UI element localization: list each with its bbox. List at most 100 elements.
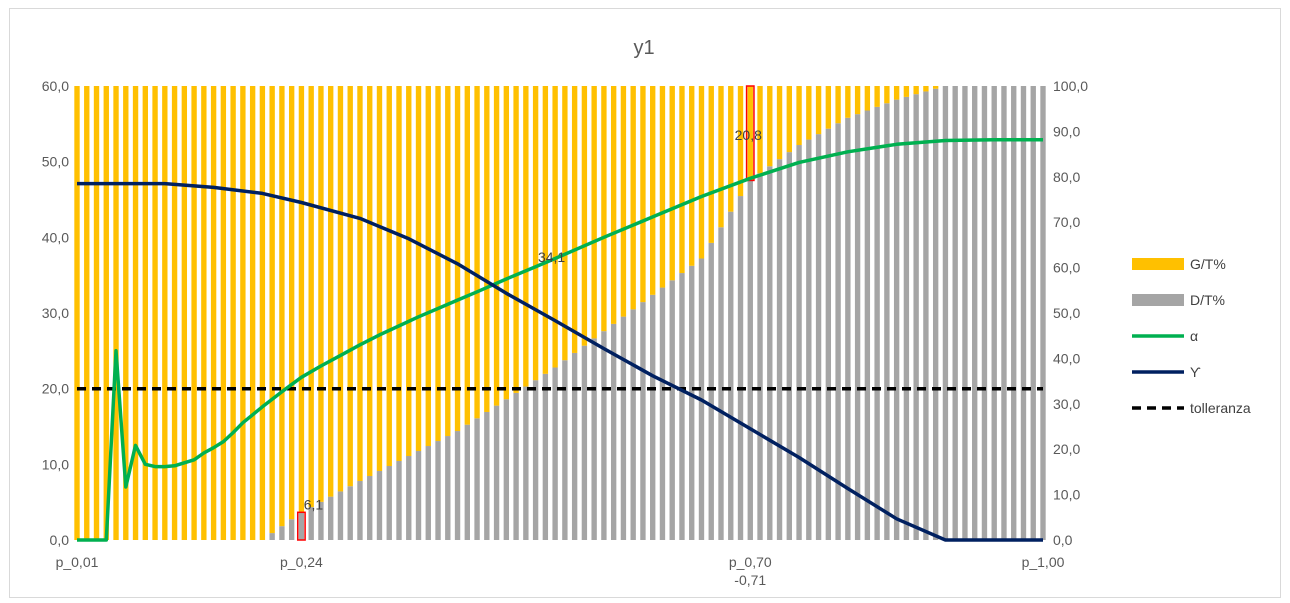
bar-g (835, 86, 841, 124)
right-tick-label: 20,0 (1053, 441, 1080, 457)
bar-d (913, 94, 919, 540)
bar-g (503, 86, 510, 400)
bar-g (728, 86, 734, 212)
right-tick-label: 40,0 (1053, 350, 1080, 366)
bar-g (220, 86, 227, 540)
bar-d (825, 128, 832, 540)
bar-d (1020, 86, 1027, 540)
bar-g (786, 86, 792, 153)
bar-d (298, 512, 305, 540)
bar-d (806, 139, 812, 540)
bar-d (532, 380, 539, 540)
right-tick-label: 30,0 (1053, 396, 1080, 412)
bar-g (864, 86, 871, 111)
bar-g (181, 86, 188, 540)
bar-g (650, 86, 656, 295)
bar-d (747, 180, 753, 540)
bar-d (640, 302, 646, 540)
bar-d (932, 88, 939, 540)
bar-g (132, 86, 139, 540)
bar-d (854, 114, 861, 540)
right-tick-label: 100,0 (1053, 78, 1088, 94)
bar-g (923, 86, 929, 92)
bar-g (454, 86, 461, 432)
bar-g (210, 86, 217, 540)
highlight-bar (745, 85, 755, 182)
bar-g (913, 86, 919, 95)
bar-d (796, 145, 802, 540)
bar-g (747, 86, 753, 181)
x-tick-sublabel: -0,71 (734, 572, 766, 588)
bar-d (1001, 86, 1007, 540)
bar-d (962, 86, 968, 540)
bar-g (532, 86, 539, 381)
bar-g (493, 86, 500, 406)
bar-g (396, 86, 402, 462)
data-label: 20,8 (735, 127, 762, 143)
bar-g (640, 86, 646, 303)
bar-d (474, 418, 480, 540)
left-tick-label: 10,0 (42, 456, 69, 472)
bar-d (503, 399, 510, 540)
bar-g (601, 86, 607, 332)
bar-d (269, 533, 275, 540)
bar-d (513, 392, 519, 540)
bar-d (689, 265, 695, 540)
bar-d (610, 323, 617, 540)
bar-d (845, 117, 851, 540)
bar-d (415, 451, 422, 540)
bar-d (1040, 86, 1046, 540)
bar-d (650, 294, 656, 540)
bar-g (425, 86, 431, 447)
bar-g (240, 86, 246, 540)
bar-g (347, 86, 353, 487)
bar-g (74, 86, 80, 540)
right-tick-label: 0,0 (1053, 532, 1073, 548)
bar-g (435, 86, 441, 442)
bar-g (698, 86, 705, 259)
bar-g (562, 86, 568, 361)
bar-g (308, 86, 314, 508)
bar-g (806, 86, 812, 140)
bar-d (776, 159, 783, 540)
bar-g (825, 86, 832, 129)
bar-g (542, 86, 549, 374)
legend-swatch (1132, 258, 1184, 270)
bar-d (864, 110, 871, 541)
right-tick-label: 50,0 (1053, 305, 1080, 321)
bar-g (610, 86, 617, 324)
right-tick-label: 80,0 (1053, 169, 1080, 185)
highlight-bar (296, 511, 306, 541)
bar-d (435, 441, 441, 540)
bar-d (445, 436, 451, 540)
bar-d (581, 345, 588, 540)
lines-layer (77, 137, 1043, 542)
bar-g (884, 86, 890, 104)
legend-label: tolleranza (1190, 400, 1251, 416)
bar-d (767, 166, 773, 540)
bar-g (689, 86, 695, 266)
bar-g (484, 86, 490, 412)
bar-d (279, 526, 285, 540)
bar-g (367, 86, 373, 476)
bar-d (571, 352, 578, 540)
bar-d (425, 446, 431, 540)
bar-d (1011, 86, 1017, 540)
right-tick-label: 90,0 (1053, 123, 1080, 139)
bar-g (630, 86, 636, 310)
bar-d (396, 461, 402, 540)
legend-label: D/T% (1190, 292, 1225, 308)
bar-d (591, 338, 597, 540)
bar-d (815, 134, 822, 540)
bar-d (981, 86, 988, 540)
bar-d (835, 123, 841, 540)
bar-g (337, 86, 344, 492)
bar-d (942, 86, 949, 540)
bar-g (903, 86, 910, 97)
legend-label: G/T% (1190, 256, 1226, 272)
bar-g (620, 86, 627, 317)
bar-d (737, 196, 744, 540)
bar-g (659, 86, 666, 288)
bar-d (630, 309, 636, 540)
